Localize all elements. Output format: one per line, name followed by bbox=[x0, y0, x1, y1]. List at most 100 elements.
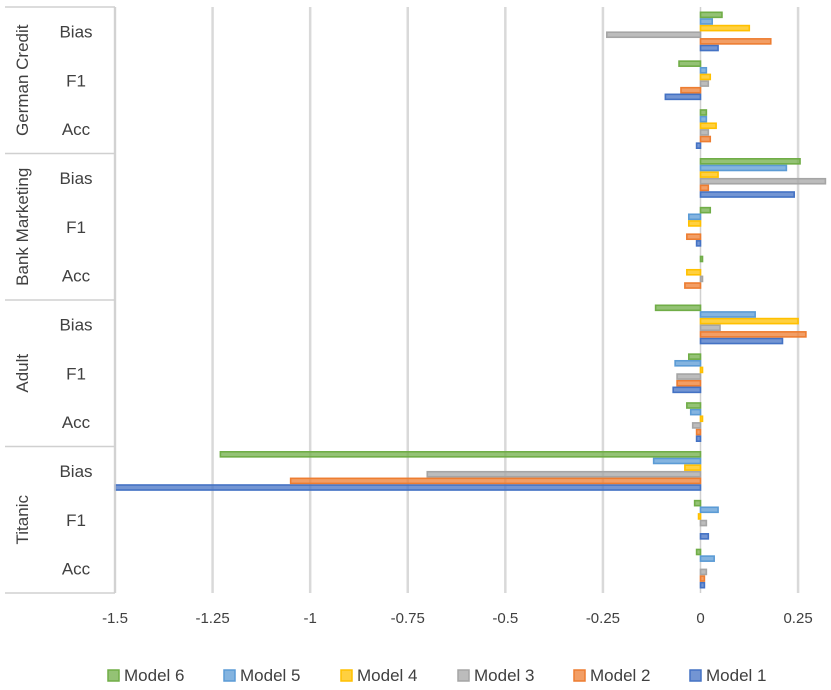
bar-model-3 bbox=[699, 275, 704, 283]
bar-model-5 bbox=[699, 66, 708, 74]
bar-model-4 bbox=[697, 513, 702, 520]
x-tick-label: -0.75 bbox=[391, 610, 425, 627]
bar-model-4 bbox=[699, 415, 704, 423]
bar-model-5 bbox=[699, 555, 715, 562]
bar-model-6 bbox=[695, 548, 702, 556]
bar-model-2 bbox=[695, 428, 702, 436]
bar-model-2 bbox=[699, 331, 807, 338]
bar-model-1 bbox=[699, 581, 706, 589]
bar-model-1 bbox=[664, 93, 702, 101]
bar-model-1 bbox=[695, 142, 702, 150]
x-tick-label: -1.25 bbox=[195, 610, 229, 627]
bar-model-3 bbox=[691, 422, 702, 429]
category-label: Bias bbox=[59, 462, 92, 481]
bar-model-4 bbox=[684, 464, 702, 471]
category-label: F1 bbox=[66, 71, 86, 90]
bar-model-5 bbox=[674, 359, 702, 367]
legend-label: Model 4 bbox=[357, 666, 417, 685]
bar-model-2 bbox=[684, 282, 702, 289]
group-label: Bank Marketing bbox=[13, 168, 32, 286]
bar-model-5 bbox=[699, 18, 714, 25]
legend-swatch bbox=[689, 669, 702, 682]
bar-model-5 bbox=[699, 115, 708, 123]
bar-model-5 bbox=[699, 506, 719, 514]
category-label: Acc bbox=[62, 413, 91, 432]
x-tick-label: -0.25 bbox=[586, 610, 620, 627]
bar-model-2 bbox=[686, 233, 702, 241]
legend-swatch bbox=[107, 669, 120, 682]
bar-model-3 bbox=[699, 80, 710, 87]
legend-swatch bbox=[457, 669, 470, 682]
bar-model-6 bbox=[654, 304, 702, 312]
bar-model-1 bbox=[699, 337, 784, 345]
legend-label: Model 3 bbox=[474, 666, 534, 685]
category-label: Acc bbox=[62, 560, 91, 579]
bar-model-5 bbox=[699, 311, 756, 318]
bar-model-3 bbox=[699, 324, 721, 332]
bar-model-6 bbox=[699, 255, 704, 263]
bar-model-6 bbox=[699, 109, 708, 116]
bar-model-4 bbox=[699, 24, 751, 32]
x-tick-label: -1 bbox=[303, 610, 316, 627]
bar-model-3 bbox=[699, 177, 827, 185]
legend-swatch bbox=[223, 669, 236, 682]
bar-model-4 bbox=[699, 171, 719, 178]
bar-model-1 bbox=[672, 386, 702, 394]
bar-model-3 bbox=[699, 519, 708, 527]
bars bbox=[114, 11, 827, 589]
category-label: F1 bbox=[66, 511, 86, 530]
bar-model-6 bbox=[699, 158, 801, 165]
category-label: Bias bbox=[59, 169, 92, 188]
bar-model-1 bbox=[114, 484, 702, 491]
bar-model-6 bbox=[699, 11, 723, 19]
bar-model-2 bbox=[699, 135, 712, 143]
bar-model-3 bbox=[606, 31, 702, 39]
bar-model-3 bbox=[676, 373, 702, 380]
legend-label: Model 5 bbox=[240, 666, 300, 685]
bar-model-2 bbox=[680, 86, 702, 94]
bar-model-1 bbox=[695, 435, 702, 442]
category-label: F1 bbox=[66, 364, 86, 383]
value-axis: -1.5 -1.25 -1 -0.75 -0.5 -0.25 0 0.25 bbox=[102, 610, 813, 627]
gridlines bbox=[113, 7, 800, 593]
bar-model-3 bbox=[699, 568, 708, 576]
category-label: Bias bbox=[59, 315, 92, 334]
bar-model-4 bbox=[699, 73, 712, 81]
bar-model-2 bbox=[699, 184, 710, 192]
bar-model-4 bbox=[699, 122, 717, 130]
bar-model-6 bbox=[219, 450, 702, 458]
legend: Model 6 Model 5 Model 4 Model 3 Model 2 Model… bbox=[107, 666, 766, 685]
bar-model-1 bbox=[695, 240, 702, 247]
bar-model-1 bbox=[699, 533, 710, 540]
category-label: Bias bbox=[59, 22, 92, 41]
bar-model-3 bbox=[699, 129, 710, 136]
bar-model-6 bbox=[687, 353, 702, 360]
x-tick-label: 0 bbox=[696, 610, 704, 627]
legend-label: Model 6 bbox=[124, 666, 184, 685]
bar-model-5 bbox=[699, 164, 788, 172]
legend-label: Model 1 bbox=[706, 666, 766, 685]
category-label: Acc bbox=[62, 120, 91, 139]
bar-model-1 bbox=[699, 191, 795, 198]
bar-model-5 bbox=[652, 457, 702, 465]
bar-model-2 bbox=[699, 575, 706, 582]
bar-model-3 bbox=[426, 470, 702, 478]
legend-swatch bbox=[573, 669, 586, 682]
bar-model-6 bbox=[699, 206, 712, 214]
bar-model-6 bbox=[686, 402, 702, 409]
bar-model-4 bbox=[699, 366, 704, 374]
group-label: Titanic bbox=[13, 495, 32, 545]
bar-model-2 bbox=[699, 38, 772, 45]
x-tick-label: 0.25 bbox=[783, 610, 812, 627]
bar-model-1 bbox=[699, 44, 719, 52]
legend-swatch bbox=[340, 669, 353, 682]
group-label: German Credit bbox=[13, 24, 32, 136]
bar-model-6 bbox=[678, 60, 702, 67]
bar-model-4 bbox=[699, 317, 799, 325]
bar-model-2 bbox=[289, 477, 702, 485]
category-label: F1 bbox=[66, 218, 86, 237]
x-tick-label: -1.5 bbox=[102, 610, 128, 627]
bar-model-6 bbox=[693, 499, 702, 507]
group-label: Adult bbox=[13, 354, 32, 393]
